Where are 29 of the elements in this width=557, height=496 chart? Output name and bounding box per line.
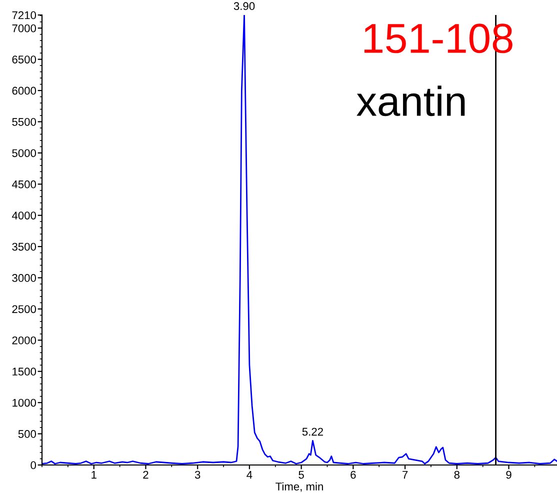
x-tick-label: 5 xyxy=(298,470,304,479)
y-tick-label: 7210 xyxy=(12,11,36,20)
y-tick-label: 4000 xyxy=(12,212,36,220)
y-tick-label: 2000 xyxy=(12,336,36,344)
y-tick-label: 1500 xyxy=(12,368,36,376)
y-tick-label: 6500 xyxy=(12,56,36,64)
annotation: 3.90 xyxy=(234,2,255,10)
x-tick-label: 6 xyxy=(350,470,356,479)
y-tick-label: 7000 xyxy=(12,24,36,32)
x-tick-label: 2 xyxy=(143,470,148,479)
y-tick-label: 4500 xyxy=(12,180,36,188)
y-tick-label: 3000 xyxy=(12,274,36,282)
x-tick-label: 8 xyxy=(454,470,460,479)
y-tick-label: 1000 xyxy=(12,398,36,407)
x-tick-label: 3 xyxy=(194,470,200,479)
y-tick-label: 500 xyxy=(18,430,36,438)
y-tick-label: 0 xyxy=(30,461,36,470)
annotation: xantin xyxy=(356,86,465,116)
y-tick-label: 5500 xyxy=(12,118,36,126)
y-tick-label: 2500 xyxy=(12,305,36,314)
y-tick-label: 3500 xyxy=(12,242,36,251)
x-tick-label: 4 xyxy=(246,470,252,479)
y-tick-label: 6000 xyxy=(12,86,36,95)
annotation: 5.22 xyxy=(302,428,323,436)
y-tick-label: 5000 xyxy=(12,149,36,158)
x-tick-label: 9 xyxy=(506,470,512,479)
x-axis-title: Time, min xyxy=(276,482,323,492)
x-tick-label: 1 xyxy=(92,470,96,479)
x-tick-label: 7 xyxy=(402,470,408,479)
